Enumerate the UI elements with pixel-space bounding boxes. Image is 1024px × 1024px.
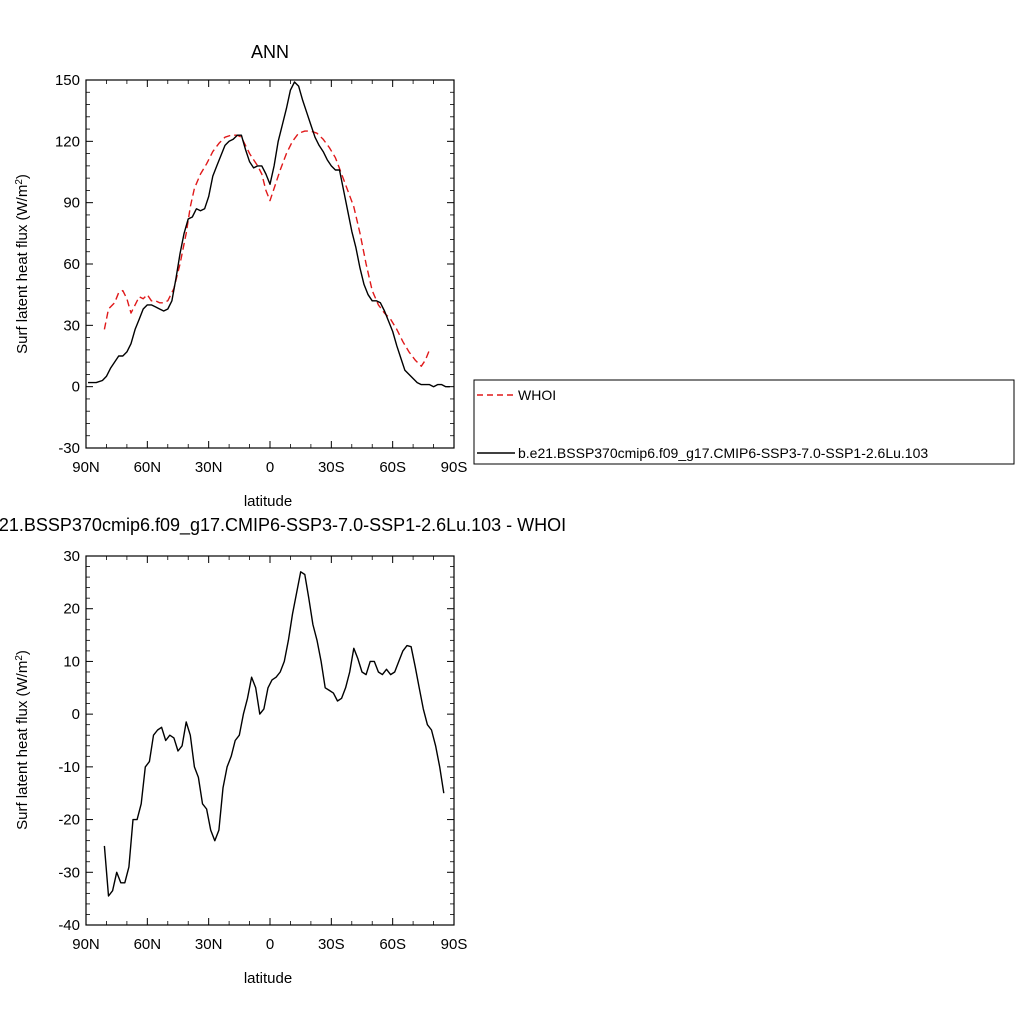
y-tick-label: 120 <box>55 133 80 150</box>
p1-series-line-1 <box>88 81 450 388</box>
x-tick-label: 60S <box>379 936 406 953</box>
plot-frame <box>85 79 455 449</box>
y-tick-label: 150 <box>55 72 80 89</box>
y-axis-label-main: Surf latent heat flux (W/m <box>14 185 31 354</box>
x-tick-label: 30N <box>195 936 223 953</box>
y-axis-label-tail: ) <box>14 174 31 179</box>
y-tick-label: 20 <box>63 601 80 618</box>
p1-series-line-0 <box>103 130 431 367</box>
x-tick-label: 30S <box>318 936 345 953</box>
y-tick-label: -30 <box>58 440 80 457</box>
chart-title: ANN <box>251 42 289 62</box>
x-tick-label: 90S <box>441 936 468 953</box>
legend-label-whoi: WHOI <box>518 387 556 403</box>
plot-frame-2 <box>85 555 455 926</box>
x-tick-label: 30N <box>195 459 223 476</box>
y-tick-label: 30 <box>63 548 80 565</box>
y-tick-label: 60 <box>63 256 80 273</box>
y-tick-label: -20 <box>58 812 80 829</box>
p2-series-line-0 <box>103 571 445 897</box>
x-tick-label: 90N <box>72 936 100 953</box>
x-tick-label: 60N <box>134 936 162 953</box>
y-axis-label-2-sup: 2 <box>14 655 25 661</box>
legend-label-model: b.e21.BSSP370cmip6.f09_g17.CMIP6-SSP3-7.… <box>518 445 928 461</box>
x-axis-label: latitude <box>244 493 292 510</box>
x-tick-label: 90S <box>441 459 468 476</box>
y-tick-label: 0 <box>72 706 80 723</box>
x-tick-label: 60S <box>379 459 406 476</box>
y-axis-label-2-main: Surf latent heat flux (W/m <box>14 661 31 830</box>
x-tick-label: 60N <box>134 459 162 476</box>
x-tick-label: 90N <box>72 459 100 476</box>
x-tick-label: 0 <box>266 459 274 476</box>
x-tick-label: 0 <box>266 936 274 953</box>
y-tick-label: 30 <box>63 317 80 334</box>
difference-panel: b.e21.BSSP370cmip6.f09_g17.CMIP6-SSP3-7.… <box>0 515 566 987</box>
annual-mean-panel: ANN -30 0 30 60 90 120 150 90N 60N 30N 0 30S 60S 90S… <box>14 42 468 510</box>
x-axis-label-2: latitude <box>244 970 292 987</box>
y-tick-label: 10 <box>63 653 80 670</box>
y-tick-label: -10 <box>58 759 80 776</box>
legend: WHOI b.e21.BSSP370cmip6.f09_g17.CMIP6-SS… <box>473 379 1015 465</box>
y-tick-label: 90 <box>63 195 80 212</box>
y-axis-label-sup: 2 <box>14 179 25 185</box>
y-axis-label: Surf latent heat flux (W/m2) <box>14 174 32 354</box>
x-tick-label: 30S <box>318 459 345 476</box>
legend-box <box>473 379 1015 465</box>
y-tick-label: -30 <box>58 864 80 881</box>
y-tick-label: -40 <box>58 917 80 934</box>
y-axis-label-2-tail: ) <box>14 650 31 655</box>
y-tick-label: 0 <box>72 379 80 396</box>
y-axis-label-2: Surf latent heat flux (W/m2) <box>14 650 32 830</box>
difference-chart-title: b.e21.BSSP370cmip6.f09_g17.CMIP6-SSP3-7.… <box>0 515 566 536</box>
